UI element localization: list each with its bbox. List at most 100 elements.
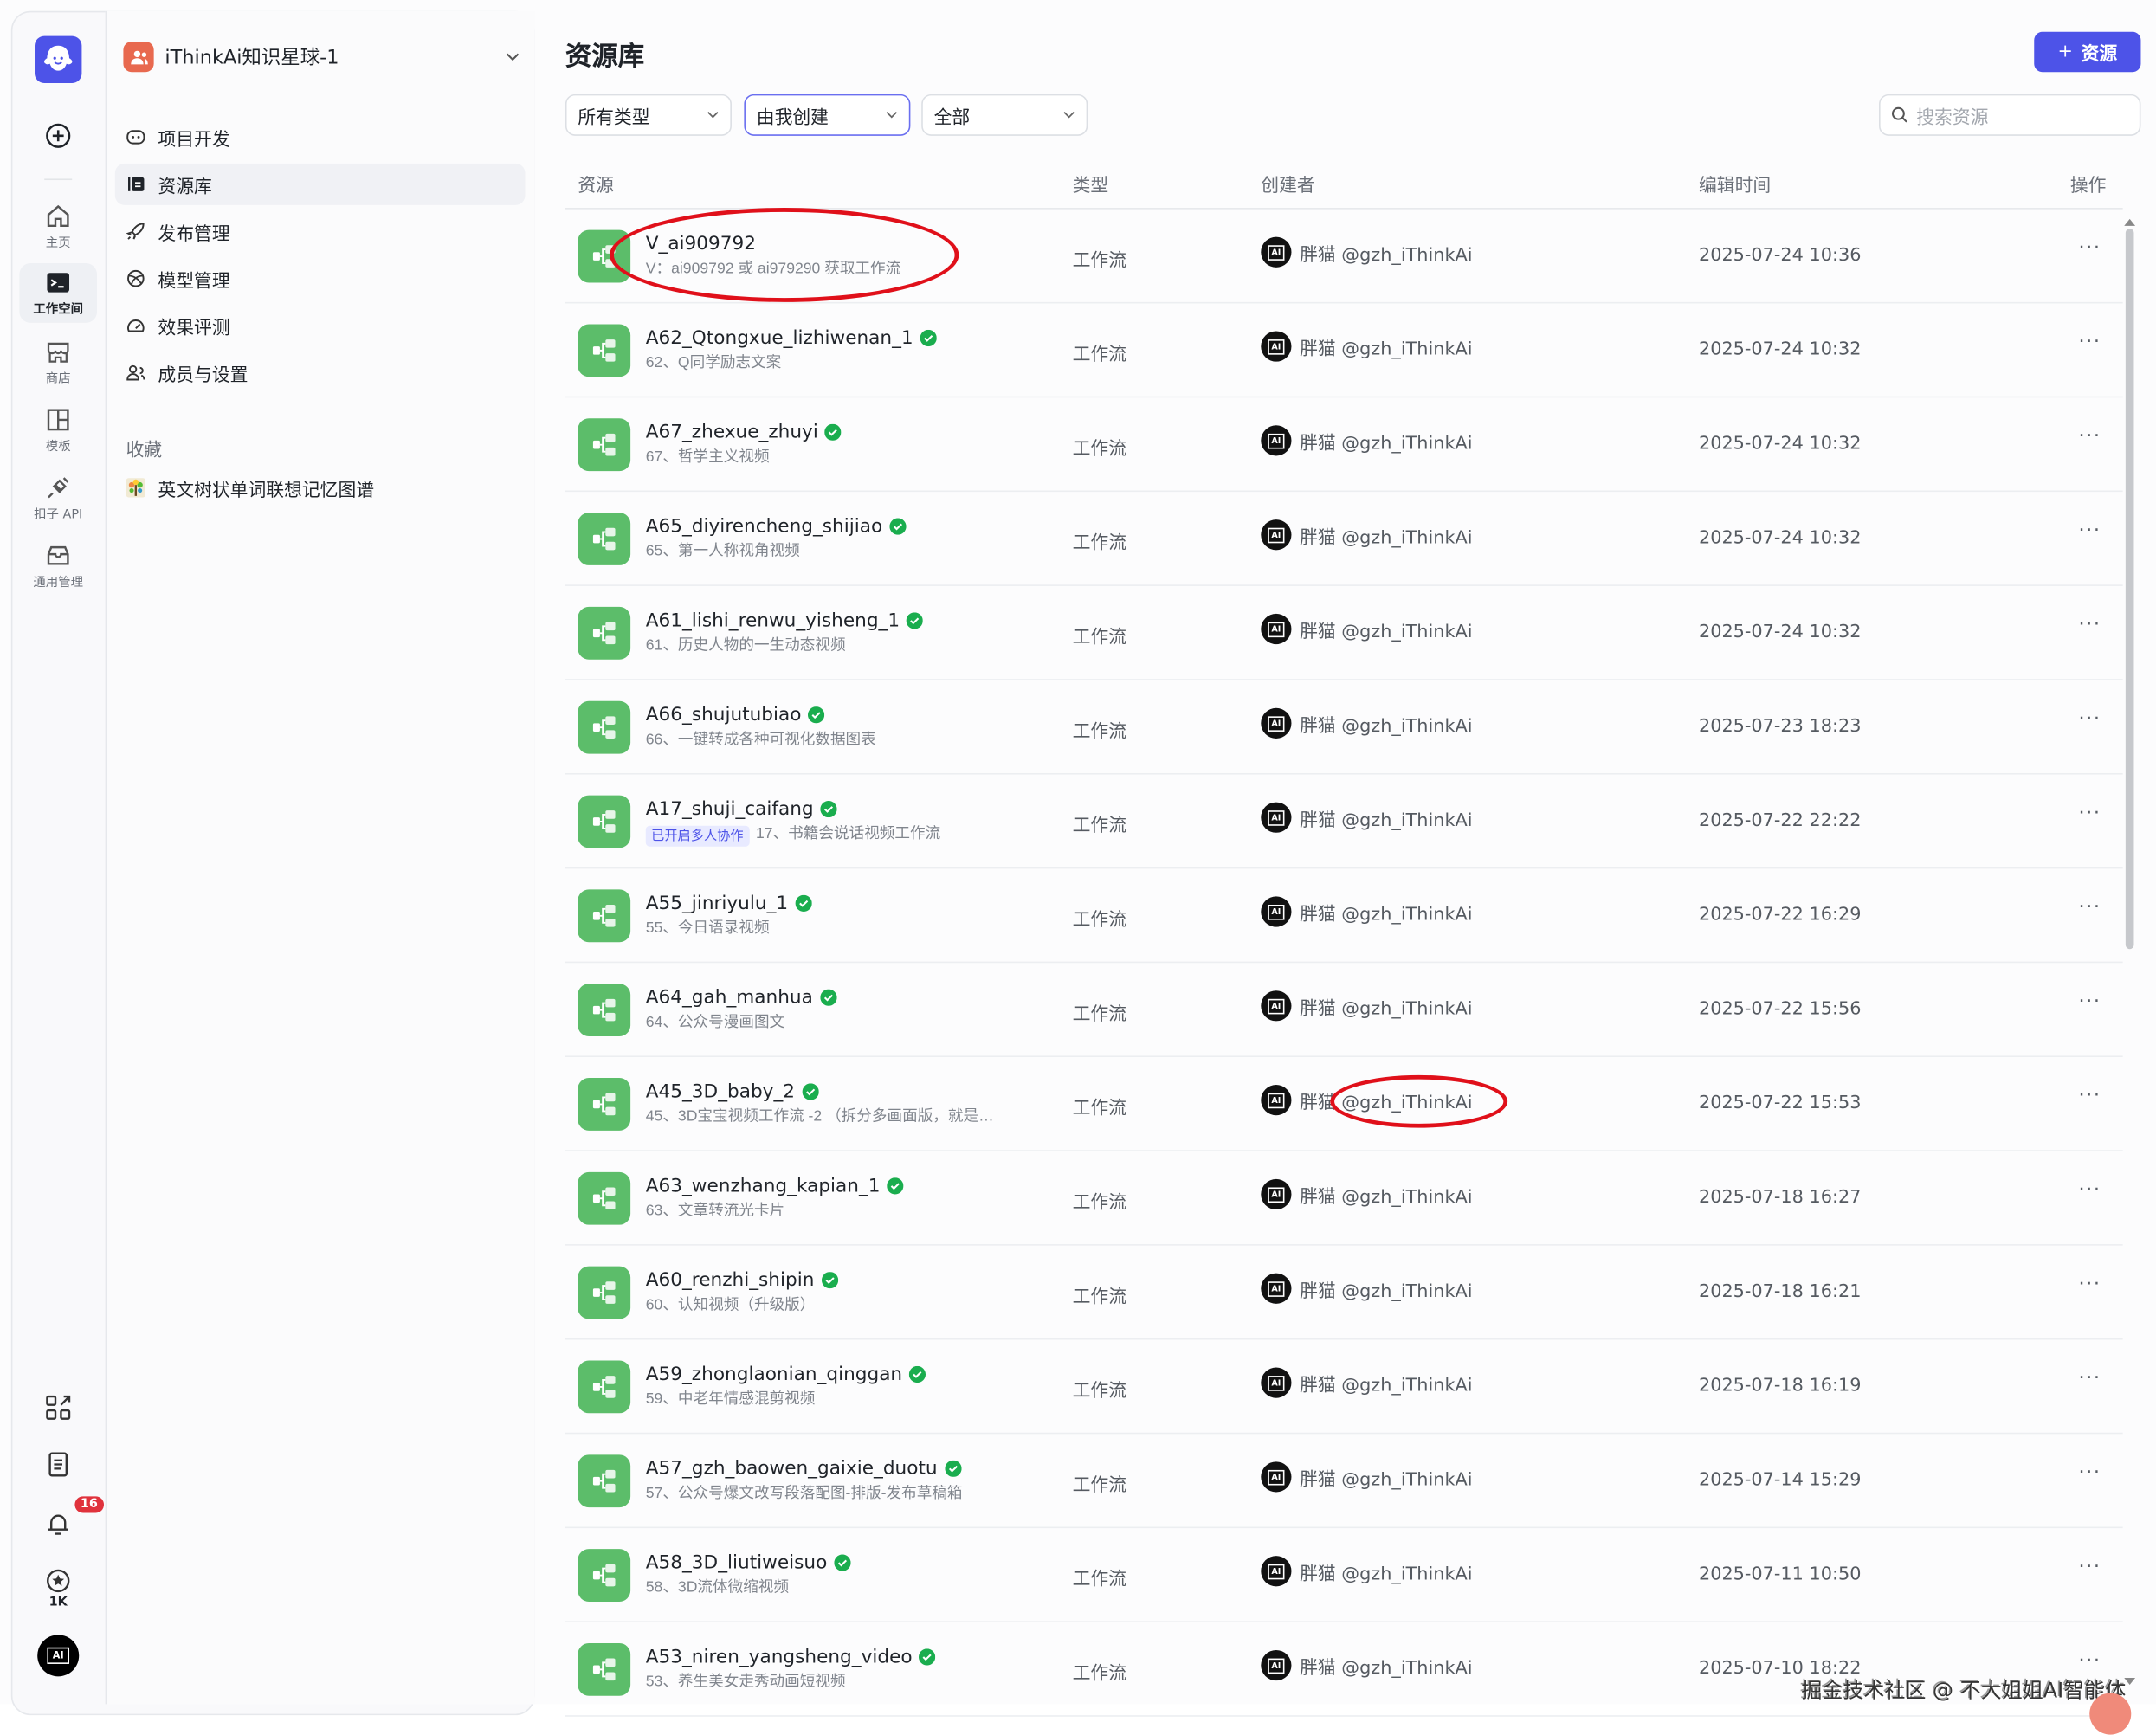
rocket-icon bbox=[126, 223, 145, 240]
resource-name[interactable]: A55_jinriyulu_1 bbox=[646, 893, 812, 914]
resource-name[interactable]: A63_wenzhang_kapian_1 bbox=[646, 1175, 904, 1197]
resource-name[interactable]: A64_gah_manhua bbox=[646, 986, 837, 1009]
type-filter-select[interactable]: 所有类型 bbox=[565, 94, 732, 136]
more-actions-button[interactable]: ··· bbox=[2078, 613, 2101, 636]
creator-avatar: AI bbox=[1261, 1461, 1292, 1493]
resource-name[interactable]: A60_renzhi_shipin bbox=[646, 1269, 838, 1291]
scroll-up-arrow[interactable] bbox=[2124, 213, 2136, 226]
resource-name[interactable]: A61_lishi_renwu_yisheng_1 bbox=[646, 610, 924, 632]
notifications-button[interactable]: 16 bbox=[19, 1496, 104, 1544]
mascot-widget[interactable] bbox=[2089, 1693, 2132, 1735]
header-divider bbox=[565, 208, 2123, 210]
table-row[interactable]: A57_gzh_baowen_gaixie_duotu 57、公众号爆文改写段落配… bbox=[565, 1434, 2123, 1529]
creator-name: 胖猫 @gzh_iThinkAi bbox=[1300, 1469, 1473, 1491]
resource-name[interactable]: A67_zhexue_zhuyi bbox=[646, 421, 842, 443]
rail-item-label: 工作空间 bbox=[33, 303, 84, 318]
docs-button[interactable] bbox=[19, 1447, 97, 1486]
apps-button[interactable] bbox=[19, 1390, 97, 1429]
nav-item-4[interactable]: 效果评测 bbox=[115, 305, 526, 346]
collaboration-badge: 已开启多人协作 bbox=[645, 825, 749, 847]
rail-item-2[interactable]: 商店 bbox=[19, 332, 97, 392]
app-logo[interactable] bbox=[35, 35, 82, 84]
verified-check-icon bbox=[887, 1177, 904, 1195]
creator-filter-select[interactable]: 由我创建 bbox=[744, 94, 911, 136]
resource-name[interactable]: A58_3D_liutiweisuo bbox=[646, 1551, 851, 1574]
column-header-resource[interactable]: 资源 bbox=[578, 176, 614, 197]
resource-description-text: 65、第一人称视角视频 bbox=[645, 543, 800, 560]
more-actions-button[interactable]: ··· bbox=[2078, 236, 2101, 260]
page-title: 资源库 bbox=[565, 42, 645, 73]
resource-icon bbox=[578, 889, 631, 943]
nav-item-2[interactable]: 发布管理 bbox=[115, 210, 526, 252]
create-button[interactable] bbox=[19, 116, 97, 158]
nav-item-0[interactable]: 项目开发 bbox=[115, 116, 526, 158]
favorite-item[interactable]: 英文树状单词联想记忆图谱 bbox=[115, 467, 526, 508]
more-actions-button[interactable]: ··· bbox=[2078, 425, 2101, 448]
table-row[interactable]: A58_3D_liutiweisuo 58、3D流体微缩视频 工作流 AI 胖猫 @gz… bbox=[565, 1528, 2123, 1622]
more-actions-button[interactable]: ··· bbox=[2078, 1649, 2101, 1673]
table-row[interactable]: A61_lishi_renwu_yisheng_1 61、历史人物的一生动态视频 工… bbox=[565, 586, 2123, 680]
creator-name: 胖猫 @gzh_iThinkAi bbox=[1300, 526, 1473, 548]
nav-item-label: 发布管理 bbox=[158, 223, 230, 245]
more-actions-button[interactable]: ··· bbox=[2078, 1461, 2101, 1484]
more-actions-button[interactable]: ··· bbox=[2078, 802, 2101, 825]
table-row[interactable]: A60_renzhi_shipin 60、认知视频（升级版） 工作流 AI 胖猫 @gz… bbox=[565, 1246, 2123, 1340]
scrollbar-thumb[interactable] bbox=[2125, 229, 2134, 950]
more-actions-button[interactable]: ··· bbox=[2078, 331, 2101, 354]
rail-item-3[interactable]: 模板 bbox=[19, 400, 97, 460]
table-row[interactable]: A55_jinriyulu_1 55、今日语录视频 工作流 AI 胖猫 @gzh_iTh… bbox=[565, 868, 2123, 964]
table-row[interactable]: A63_wenzhang_kapian_1 63、文章转流光卡片 工作流 AI 胖猫 @… bbox=[565, 1151, 2123, 1246]
table-row[interactable]: A65_diyirencheng_shijiao 65、第一人称视角视频 工作流 AI… bbox=[565, 492, 2123, 586]
rail-item-4[interactable]: 扣子 API bbox=[19, 468, 97, 528]
rail-item-1[interactable]: 工作空间 bbox=[19, 263, 98, 323]
resource-name[interactable]: A17_shuji_caifang bbox=[646, 798, 837, 820]
column-header-creator[interactable]: 创建者 bbox=[1261, 176, 1315, 197]
more-actions-button[interactable]: ··· bbox=[2078, 896, 2101, 919]
table-row[interactable]: A59_zhonglaonian_qinggan 59、中老年情感混剪视频 工作流 A… bbox=[565, 1339, 2123, 1435]
more-actions-button[interactable]: ··· bbox=[2078, 1556, 2101, 1578]
nav-item-1[interactable]: 资源库 bbox=[114, 163, 526, 205]
resource-description: 已开启多人协作 17、书籍会说话视频工作流 bbox=[645, 825, 940, 847]
resource-type: 工作流 bbox=[1072, 910, 1127, 932]
table-row[interactable]: A17_shuji_caifang 已开启多人协作 17、书籍会说话视频工作流 工作流… bbox=[565, 775, 2123, 869]
add-resource-button[interactable]: + 资源 bbox=[2034, 31, 2141, 73]
search-input[interactable]: 搜索资源 bbox=[1879, 94, 2141, 136]
table-row[interactable]: A64_gah_manhua 64、公众号漫画图文 工作流 AI 胖猫 @gzh_iTh… bbox=[565, 963, 2123, 1058]
status-filter-select[interactable]: 全部 bbox=[921, 94, 1088, 136]
favorites-star-button[interactable]: 1K bbox=[19, 1563, 97, 1616]
rail-item-label: 商店 bbox=[45, 372, 71, 387]
rail-item-5[interactable]: 通用管理 bbox=[19, 536, 97, 596]
table-row[interactable]: A67_zhexue_zhuyi 67、哲学主义视频 工作流 AI 胖猫 @gzh_iT… bbox=[565, 397, 2123, 493]
more-actions-button[interactable]: ··· bbox=[2078, 990, 2101, 1013]
user-avatar[interactable]: AI bbox=[37, 1635, 80, 1677]
search-icon bbox=[1891, 106, 1907, 123]
resource-name[interactable]: A65_diyirencheng_shijiao bbox=[646, 515, 907, 538]
more-actions-button[interactable]: ··· bbox=[2078, 1367, 2101, 1390]
verified-check-icon bbox=[944, 1460, 961, 1477]
plug-icon bbox=[48, 477, 69, 499]
resource-icon bbox=[578, 1171, 631, 1225]
scroll-down-arrow[interactable] bbox=[2124, 1677, 2136, 1690]
more-actions-button[interactable]: ··· bbox=[2078, 519, 2101, 542]
resource-name[interactable]: A62_Qtongxue_lizhiwenan_1 bbox=[646, 327, 937, 349]
column-header-type[interactable]: 类型 bbox=[1072, 176, 1109, 197]
table-row[interactable]: A62_Qtongxue_lizhiwenan_1 62、Q同学励志文案 工作流 AI… bbox=[565, 303, 2123, 398]
resource-name-text: A58_3D_liutiweisuo bbox=[645, 1551, 828, 1574]
workspace-switcher[interactable]: iThinkAi知识星球-1 bbox=[123, 42, 520, 73]
column-header-edit-time[interactable]: 编辑时间 bbox=[1698, 176, 1772, 197]
resource-name[interactable]: A59_zhonglaonian_qinggan bbox=[646, 1364, 926, 1385]
nav-item-5[interactable]: 成员与设置 bbox=[115, 352, 526, 393]
more-actions-button[interactable]: ··· bbox=[2078, 707, 2101, 731]
rail-item-0[interactable]: 主页 bbox=[19, 197, 97, 256]
more-actions-button[interactable]: ··· bbox=[2078, 1178, 2101, 1202]
edit-time: 2025-07-22 22:22 bbox=[1698, 810, 1862, 832]
more-actions-button[interactable]: ··· bbox=[2078, 1085, 2101, 1107]
resource-name[interactable]: A57_gzh_baowen_gaixie_duotu bbox=[646, 1458, 961, 1480]
resource-name[interactable]: A66_shujutubiao bbox=[646, 704, 825, 726]
resource-name[interactable]: A45_3D_baby_2 bbox=[646, 1080, 819, 1103]
more-actions-button[interactable]: ··· bbox=[2078, 1273, 2101, 1296]
nav-item-3[interactable]: 模型管理 bbox=[115, 258, 526, 300]
resource-description: 53、养生美女走秀动画短视频 bbox=[646, 1674, 846, 1692]
resource-name[interactable]: A53_niren_yangsheng_video bbox=[646, 1646, 936, 1668]
table-row[interactable]: A66_shujutubiao 66、一键转成各种可视化数据图表 工作流 AI 胖猫 @… bbox=[565, 680, 2123, 775]
